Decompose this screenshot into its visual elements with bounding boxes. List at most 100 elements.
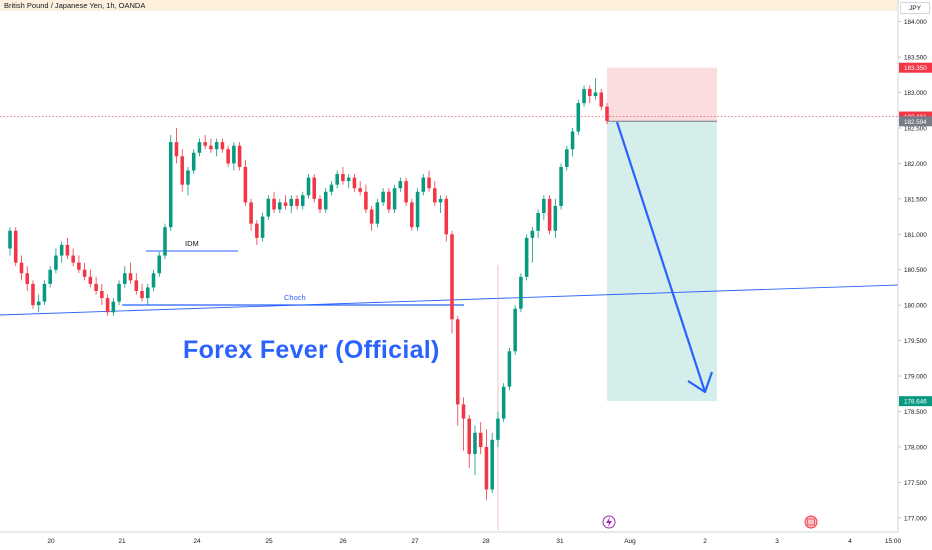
candle <box>42 280 47 306</box>
candle-body <box>536 213 540 231</box>
candle-body <box>209 145 213 150</box>
price-label-text: 182.594 <box>904 119 927 126</box>
candle <box>461 397 466 451</box>
candle <box>134 273 139 295</box>
candle <box>140 283 144 302</box>
watermark-text: Forex Fever (Official) <box>183 336 440 364</box>
candle <box>375 198 380 228</box>
candle-body <box>226 149 230 164</box>
support-trendline <box>0 284 899 316</box>
candle <box>559 163 563 210</box>
candle <box>111 298 116 316</box>
candle-body <box>375 202 380 224</box>
candle <box>501 383 506 423</box>
candle <box>542 195 546 221</box>
candle-body <box>312 177 317 199</box>
candle-body <box>278 202 282 210</box>
candle-body <box>31 283 35 306</box>
projection-arrow-head <box>687 371 714 394</box>
candle <box>283 195 288 210</box>
candle-body <box>59 244 64 256</box>
candle <box>145 283 150 306</box>
candle-body <box>404 181 408 203</box>
candle-body <box>490 439 494 490</box>
candle <box>36 294 41 313</box>
candle <box>582 85 586 107</box>
candle-body <box>415 191 420 228</box>
candle-body <box>553 205 558 231</box>
candle <box>318 195 322 214</box>
y-tick-label: 182.500 <box>904 125 927 132</box>
candle <box>226 145 230 167</box>
candle <box>168 135 173 231</box>
candle-body <box>593 92 598 97</box>
candle <box>77 255 81 274</box>
candle-body <box>272 198 276 210</box>
candle-body <box>565 149 569 167</box>
candle <box>174 127 179 164</box>
candle <box>381 188 385 206</box>
candle-body <box>191 152 196 171</box>
candle <box>19 255 24 281</box>
candle-body <box>501 386 506 419</box>
annotations: IDM Choch <box>185 121 818 529</box>
price-label-box <box>899 396 932 407</box>
y-tick-label: 177.000 <box>904 515 927 522</box>
candle-body <box>421 177 426 192</box>
candle <box>237 142 242 171</box>
candle-body <box>151 273 156 288</box>
candle <box>496 411 500 447</box>
candle-body <box>587 88 592 97</box>
candle <box>593 78 598 100</box>
candle-body <box>335 174 339 185</box>
candle-body <box>128 273 133 281</box>
candle <box>59 241 64 263</box>
lightning-glyph <box>606 517 612 527</box>
candle-body <box>197 142 202 153</box>
candle-body <box>513 308 517 352</box>
candle <box>100 283 104 306</box>
candle <box>358 181 362 196</box>
candle-body <box>123 273 127 284</box>
candle <box>369 205 374 231</box>
candle-body <box>346 177 351 182</box>
candle-body <box>478 432 483 447</box>
candle-body <box>473 432 477 455</box>
candle <box>387 188 391 214</box>
candle-body <box>168 142 173 228</box>
price-label: 182.594 <box>899 116 932 127</box>
y-tick-label: 183.500 <box>904 55 927 62</box>
candle <box>232 142 236 171</box>
economic-event-circle <box>804 515 818 529</box>
candle-body <box>599 92 604 107</box>
candle-body <box>163 227 167 256</box>
candle <box>519 273 523 313</box>
x-tick-label: Aug <box>624 538 636 545</box>
candle-body <box>605 106 609 121</box>
price-label-text: 178.646 <box>904 399 927 406</box>
drawing-lines <box>0 116 899 530</box>
candle-body <box>82 269 87 277</box>
candle-body <box>444 198 449 235</box>
candle-body <box>105 298 110 313</box>
x-tick-label: 27 <box>411 538 419 545</box>
currency-label[interactable]: JPY <box>900 2 930 14</box>
y-tick-label: 178.500 <box>904 409 927 416</box>
candle-body <box>260 216 265 238</box>
candle <box>433 181 437 206</box>
candle <box>197 138 202 157</box>
candle-body <box>496 418 500 440</box>
x-tick-label: 21 <box>118 538 126 545</box>
candle-body <box>530 230 535 238</box>
x-tick-label: 2 <box>703 538 707 545</box>
candle <box>341 166 345 185</box>
projection-arrow <box>615 121 707 393</box>
y-tick-label: 184.000 <box>904 19 927 26</box>
economic-event-icon <box>804 515 818 529</box>
candle-body <box>100 290 104 299</box>
candle <box>444 195 449 242</box>
candle <box>565 145 569 171</box>
symbol-banner: British Pound / Japanese Yen, 1h, OANDA <box>0 0 898 11</box>
